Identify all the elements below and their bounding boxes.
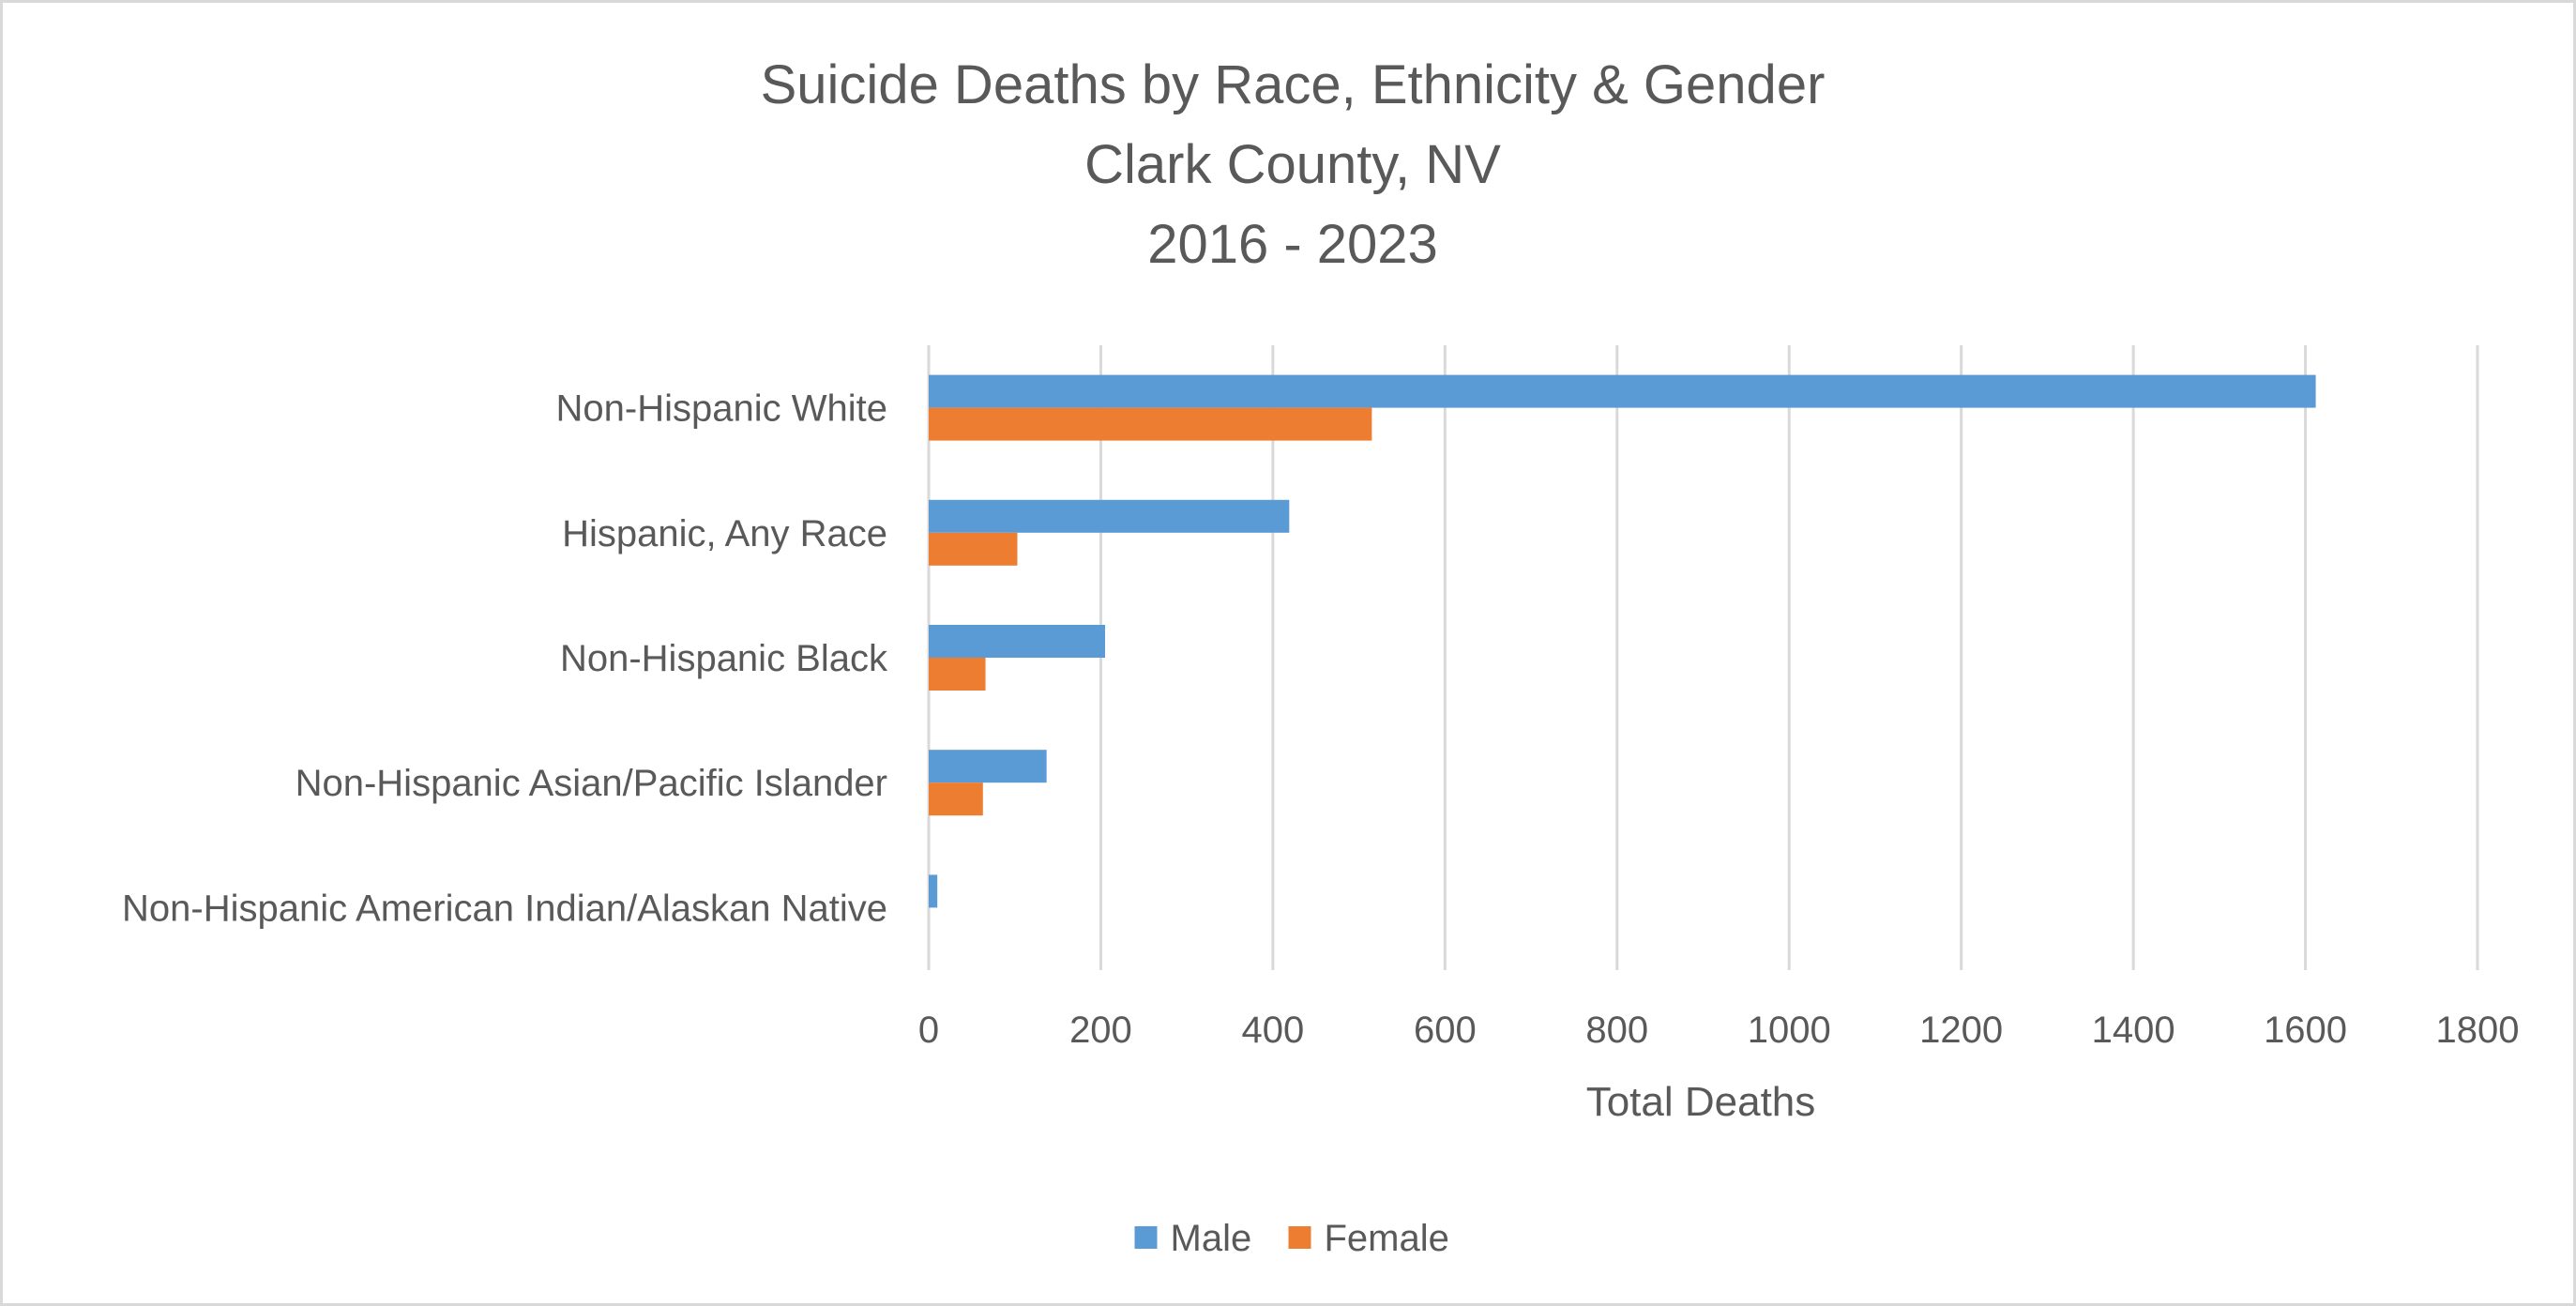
bar-female-1 xyxy=(929,532,1018,566)
legend-swatch-male xyxy=(1134,1226,1158,1249)
bar-male-2 xyxy=(929,625,1106,658)
x-tick-label-1600: 1600 xyxy=(2264,1010,2347,1051)
chart-title: Suicide Deaths by Race, Ethnicity & Gend… xyxy=(761,54,1826,275)
x-tick-label-1400: 1400 xyxy=(2092,1010,2175,1051)
chart-title-line-3: 2016 - 2023 xyxy=(1147,214,1438,275)
bar-chart: Suicide Deaths by Race, Ethnicity & Gend… xyxy=(122,54,2520,1259)
chart-title-line-2: Clark County, NV xyxy=(1084,134,1501,195)
x-tick-label-0: 0 xyxy=(918,1010,939,1051)
category-label-2: Non-Hispanic Black xyxy=(560,638,888,679)
x-axis-tick-labels: 0 200 400 600 800 1000 1200 1400 1600 1800 xyxy=(918,1010,2520,1051)
x-tick-label-200: 200 xyxy=(1069,1010,1132,1051)
bar-male-1 xyxy=(929,499,1290,533)
legend-swatch-female xyxy=(1288,1226,1311,1249)
x-axis-title: Total Deaths xyxy=(1586,1079,1816,1125)
x-tick-label-800: 800 xyxy=(1585,1010,1648,1051)
bar-male-3 xyxy=(929,750,1047,783)
category-labels: Non-Hispanic White Hispanic, Any Race Non-… xyxy=(122,388,888,930)
bar-male-4 xyxy=(929,874,938,908)
legend: Male Female xyxy=(1134,1218,1449,1259)
gridlines xyxy=(927,345,2479,970)
category-label-4: Non-Hispanic American Indian/Alaskan Nat… xyxy=(122,888,887,929)
category-label-3: Non-Hispanic Asian/Pacific Islander xyxy=(295,763,887,804)
x-tick-label-600: 600 xyxy=(1414,1010,1477,1051)
x-tick-label-1200: 1200 xyxy=(1919,1010,2003,1051)
bar-female-0 xyxy=(929,407,1372,441)
x-tick-label-1800: 1800 xyxy=(2436,1010,2520,1051)
legend-label-female: Female xyxy=(1325,1218,1449,1259)
bars xyxy=(929,374,2316,908)
category-label-1: Hispanic, Any Race xyxy=(562,513,887,554)
legend-label-male: Male xyxy=(1171,1218,1252,1259)
category-label-0: Non-Hispanic White xyxy=(556,388,887,430)
chart-title-line-1: Suicide Deaths by Race, Ethnicity & Gend… xyxy=(761,54,1826,115)
bar-male-0 xyxy=(929,374,2316,408)
bar-female-2 xyxy=(929,658,986,691)
x-tick-label-400: 400 xyxy=(1242,1010,1305,1051)
x-tick-label-1000: 1000 xyxy=(1748,1010,1831,1051)
bar-female-3 xyxy=(929,782,983,816)
